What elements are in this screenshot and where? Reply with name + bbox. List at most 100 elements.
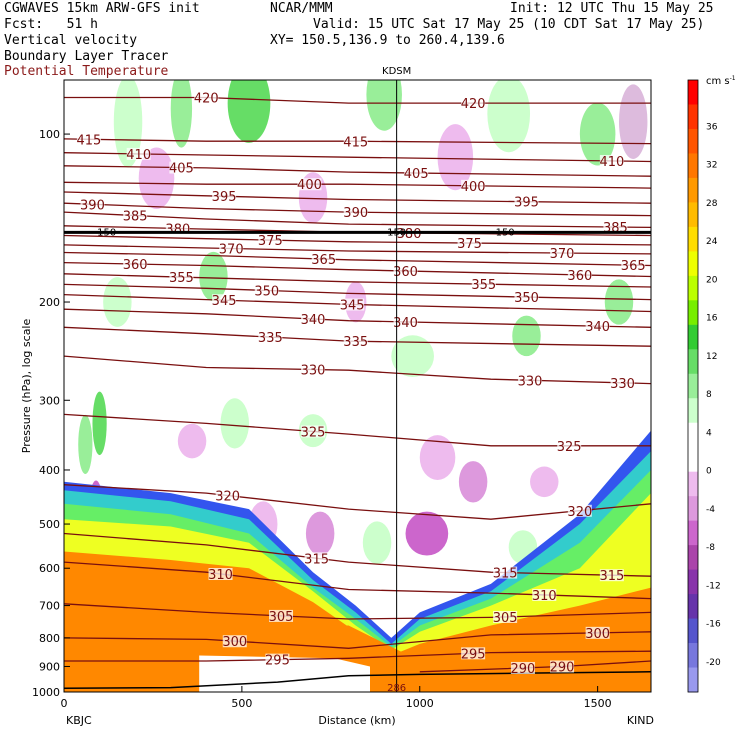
velocity-cell bbox=[458, 461, 488, 503]
isentrope-label-bg bbox=[550, 660, 575, 673]
isentrope-label-bg bbox=[212, 294, 237, 307]
isentrope-label: 370 bbox=[219, 242, 244, 257]
colorbar-swatch bbox=[688, 471, 698, 497]
isentrope-label-bg bbox=[269, 609, 294, 622]
isentrope-label: 325 bbox=[301, 425, 326, 440]
isentrope-label-bg bbox=[343, 206, 368, 219]
colorbar-swatch bbox=[688, 569, 698, 595]
isentrope-label: 290 bbox=[511, 662, 536, 677]
isentrope-label-bg bbox=[343, 335, 368, 348]
velocity-cell bbox=[103, 277, 132, 327]
isentrope-label-bg bbox=[621, 259, 646, 272]
isentrope-label: 365 bbox=[621, 259, 646, 274]
velocity-cell bbox=[220, 398, 249, 449]
isentrope-405 bbox=[64, 165, 651, 177]
isentrope-label-bg bbox=[219, 242, 244, 255]
isentrope-label: 395 bbox=[514, 196, 539, 211]
isentrope-label: 400 bbox=[297, 178, 322, 193]
velocity-cell bbox=[177, 423, 207, 459]
colorbar-tick-label: 0 bbox=[706, 467, 712, 477]
isentrope-layer: 420 420 415 415 410 410 405 405 400 400 395 395 390 3… bbox=[64, 91, 651, 677]
isentrope-315 bbox=[64, 532, 651, 577]
isentrope-label-bg bbox=[76, 133, 101, 146]
isentrope-label-bg bbox=[80, 198, 105, 211]
isentrope-label: 305 bbox=[269, 610, 294, 625]
isentrope-label: 315 bbox=[493, 567, 518, 582]
isentrope-label-bg bbox=[404, 167, 429, 180]
isentrope-label-bg bbox=[343, 135, 368, 148]
isentrope-label-bg bbox=[457, 237, 482, 250]
y-tick-label: 400 bbox=[39, 464, 60, 477]
isentrope-label-bg bbox=[126, 147, 151, 160]
isentrope-label: 360 bbox=[567, 269, 592, 284]
isentrope-label: 375 bbox=[258, 234, 283, 249]
isentrope-label: 325 bbox=[557, 440, 582, 455]
x-tick-label: 1500 bbox=[584, 697, 612, 710]
velocity-cell bbox=[618, 84, 648, 159]
isentrope-label: 420 bbox=[461, 97, 486, 112]
colorbar-swatch bbox=[688, 324, 698, 350]
velocity-cell bbox=[305, 511, 335, 556]
isentrope-label: 315 bbox=[304, 552, 329, 567]
isentrope-label: 385 bbox=[123, 210, 148, 225]
isentrope-label: 380 bbox=[165, 222, 190, 237]
y-tick-label: 900 bbox=[39, 660, 60, 673]
isentrope-label: 335 bbox=[258, 331, 283, 346]
colorbar: 36 32 28 24 20 16 12 8 4 0 -4 -8 -12 -16 -20 bbox=[687, 79, 721, 693]
velocity-cell bbox=[419, 435, 456, 480]
isentrope-label-bg bbox=[258, 234, 283, 247]
isentrope-label-bg bbox=[304, 552, 329, 565]
isentrope-label-bg bbox=[208, 568, 233, 581]
cross-section-endpoints: XY= 150.5,136.9 to 260.4,139.6 bbox=[270, 33, 505, 48]
isentrope-400 bbox=[64, 181, 651, 189]
colorbar-tick-label: -8 bbox=[706, 543, 715, 553]
isentrope-label: 315 bbox=[599, 569, 624, 584]
isentrope-label: 415 bbox=[343, 135, 368, 150]
isentrope-label-bg bbox=[514, 195, 539, 208]
colorbar-swatch bbox=[688, 275, 698, 301]
velocity-cell bbox=[170, 80, 193, 148]
valid-time: Valid: 15 UTC Sat 17 May 25 (10 CDT Sat … bbox=[313, 17, 705, 32]
colorbar-swatch bbox=[688, 520, 698, 546]
isentrope-label: 410 bbox=[126, 148, 151, 163]
isentrope-label-bg bbox=[212, 190, 237, 203]
isentrope-label: 340 bbox=[393, 316, 418, 331]
isentrope-345 bbox=[64, 293, 651, 313]
velocity-cell bbox=[92, 391, 107, 456]
model-title: CGWAVES 15km ARW-GFS init bbox=[4, 1, 200, 16]
isentrope-305 bbox=[64, 603, 651, 620]
velocity-cell bbox=[604, 279, 634, 325]
isentrope-label: 340 bbox=[585, 320, 610, 335]
field-boundary-layer-tracer: Boundary Layer Tracer bbox=[4, 49, 169, 64]
isentrope-label-bg bbox=[301, 312, 326, 325]
colorbar-tick-label: 8 bbox=[706, 390, 712, 400]
isentrope-label: 300 bbox=[222, 635, 247, 650]
colorbar-tick-label: 28 bbox=[706, 199, 718, 209]
isentrope-label-bg bbox=[599, 154, 624, 167]
isentrope-label-bg bbox=[471, 278, 496, 291]
colorbar-swatch bbox=[688, 202, 698, 228]
isentrope-label: 330 bbox=[301, 364, 326, 379]
isentrope-295 bbox=[64, 650, 651, 662]
velocity-cell bbox=[227, 80, 271, 143]
isentrope-325 bbox=[64, 413, 651, 447]
y-tick-label: 1000 bbox=[32, 686, 60, 699]
isentrope-label-bg bbox=[510, 661, 535, 674]
field-vertical-velocity: Vertical velocity bbox=[4, 33, 138, 48]
isentrope-label: 345 bbox=[212, 294, 237, 309]
colorbar-tick-label: -16 bbox=[706, 620, 721, 630]
colorbar-tick-label: -12 bbox=[706, 581, 721, 591]
isentrope-label: 335 bbox=[343, 335, 368, 350]
isentrope-label: 370 bbox=[550, 247, 575, 262]
isentrope-label: 420 bbox=[194, 92, 219, 107]
isentrope-label-bg bbox=[169, 271, 194, 284]
colorbar-swatch bbox=[688, 104, 698, 130]
isentrope-label-bg bbox=[461, 647, 486, 660]
isentrope-label-bg bbox=[123, 258, 148, 271]
isentrope-label: 330 bbox=[610, 377, 635, 392]
colorbar-swatch bbox=[688, 447, 698, 473]
isentrope-label-bg bbox=[265, 653, 290, 666]
velocity-cell bbox=[113, 80, 143, 168]
colorbar-swatch bbox=[688, 251, 698, 277]
